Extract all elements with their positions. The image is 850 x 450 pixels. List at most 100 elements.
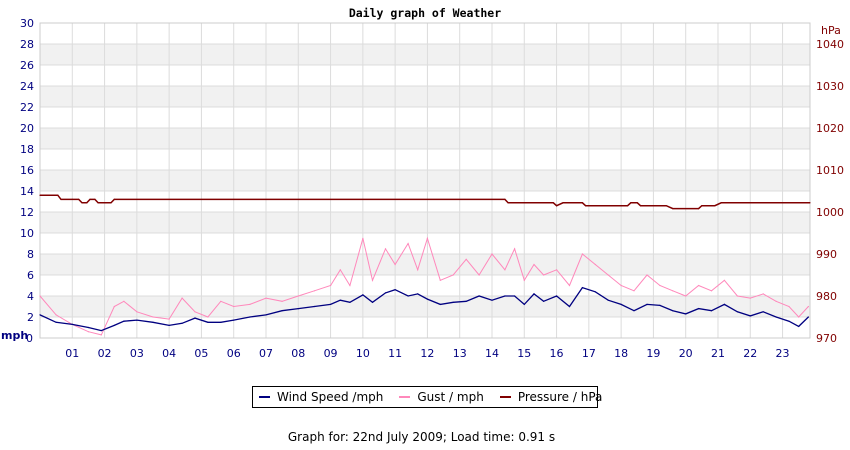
grid-band <box>40 296 810 317</box>
series-point-wind <box>491 299 493 301</box>
right-tick-label: 1020 <box>816 122 844 135</box>
series-point-wind <box>265 314 267 316</box>
series-point-pressure <box>552 202 554 204</box>
x-tick-label: 17 <box>582 347 596 360</box>
left-tick-label: 16 <box>20 164 34 177</box>
series-point-wind <box>465 300 467 302</box>
series-point-gust <box>330 284 332 287</box>
left-tick-label: 18 <box>20 143 34 156</box>
series-point-pressure <box>57 194 59 196</box>
series-point-wind <box>87 326 89 329</box>
left-tick-label: 2 <box>27 311 34 324</box>
series-point-gust <box>87 331 89 333</box>
series-point-gust <box>207 316 209 318</box>
series-point-gust <box>136 311 138 313</box>
series-point-wind <box>788 320 790 322</box>
series-point-gust <box>723 279 726 281</box>
series-point-gust <box>452 274 454 276</box>
series-point-wind <box>581 287 584 289</box>
series-point-gust <box>39 295 41 297</box>
series-point-wind <box>620 303 622 305</box>
grid-band <box>40 107 810 128</box>
x-tick-label: 18 <box>614 347 628 360</box>
x-tick-label: 08 <box>291 347 305 360</box>
x-tick-label: 07 <box>259 347 273 360</box>
grid-band <box>40 65 810 86</box>
series-point-wind <box>330 303 332 305</box>
series-point-pressure <box>639 205 642 207</box>
grid-band <box>40 44 810 65</box>
series-point-gust <box>646 274 648 276</box>
series-point-pressure <box>581 202 584 204</box>
x-axis: 01 02 03 04 05 06 07 08 09 10 11 12 13 14 15 16 17 18 19 20… <box>65 347 789 360</box>
series-point-pressure <box>672 208 674 210</box>
series-point-wind <box>607 299 609 301</box>
series-point-wind <box>798 325 800 327</box>
left-tick-label: 4 <box>27 290 34 303</box>
series-point-pressure <box>698 208 700 210</box>
legend-label-gust: Gust / mph <box>417 390 484 404</box>
series-point-gust <box>736 295 739 297</box>
grid-band <box>40 86 810 107</box>
series-point-gust <box>556 269 558 271</box>
series-point-gust <box>807 305 810 308</box>
x-tick-label: 20 <box>679 347 693 360</box>
series-point-pressure <box>78 198 80 200</box>
series-point-wind <box>807 316 810 318</box>
x-tick-label: 01 <box>65 347 79 360</box>
right-tick-label: 980 <box>816 290 837 303</box>
series-layer <box>39 194 811 336</box>
series-point-pressure <box>556 205 558 207</box>
footer-text: Graph for: 22nd July 2009; Load time: 0.… <box>287 430 556 444</box>
left-tick-label: 24 <box>20 80 34 93</box>
grid-band <box>40 275 810 296</box>
series-point-wind <box>100 330 102 332</box>
legend-swatch-wind-speed <box>259 396 270 398</box>
series-point-pressure <box>110 202 112 204</box>
series-point-pressure <box>627 205 629 207</box>
grid-band <box>40 23 810 44</box>
grid-band <box>40 212 810 233</box>
series-point-wind <box>698 308 700 310</box>
series-point-wind <box>339 299 341 301</box>
series-point-gust <box>788 305 790 308</box>
series-point-wind <box>152 321 154 323</box>
series-point-gust <box>123 300 125 302</box>
series-point-gust <box>594 263 596 266</box>
series-point-wind <box>710 310 713 312</box>
series-point-gust <box>581 253 584 255</box>
series-point-wind <box>220 321 222 323</box>
series-point-wind <box>556 295 558 297</box>
series-point-gust <box>407 242 409 245</box>
series-point-wind <box>685 313 687 315</box>
legend-swatch-pressure <box>499 396 511 398</box>
series-point-gust <box>181 297 183 299</box>
grid-band <box>40 191 810 212</box>
series-point-gust <box>349 284 351 287</box>
series-point-pressure <box>809 202 811 204</box>
left-tick-label: 28 <box>20 38 34 51</box>
series-point-gust <box>297 295 299 297</box>
series-point-gust <box>543 274 545 276</box>
series-point-gust <box>514 248 516 250</box>
left-tick-label: 0 <box>26 332 33 345</box>
legend-item-pressure: Pressure / hPa <box>499 390 602 404</box>
series-point-wind <box>543 300 545 302</box>
left-axis-unit-label: mph <box>1 329 28 342</box>
series-point-gust <box>491 253 493 255</box>
x-tick-label: 15 <box>517 347 531 360</box>
series-point-gust <box>113 305 115 308</box>
series-point-pressure <box>701 205 703 207</box>
series-point-gust <box>620 284 622 287</box>
x-tick-label: 09 <box>324 347 338 360</box>
series-point-gust <box>710 290 713 292</box>
series-point-gust <box>371 279 374 281</box>
legend-label-wind-speed: Wind Speed /mph <box>277 390 384 404</box>
series-point-wind <box>523 303 525 305</box>
x-tick-label: 02 <box>98 347 112 360</box>
series-point-wind <box>407 295 409 297</box>
series-point-wind <box>249 316 251 318</box>
series-point-wind <box>749 315 751 317</box>
series-point-wind <box>659 304 661 306</box>
series-point-gust <box>659 284 661 287</box>
